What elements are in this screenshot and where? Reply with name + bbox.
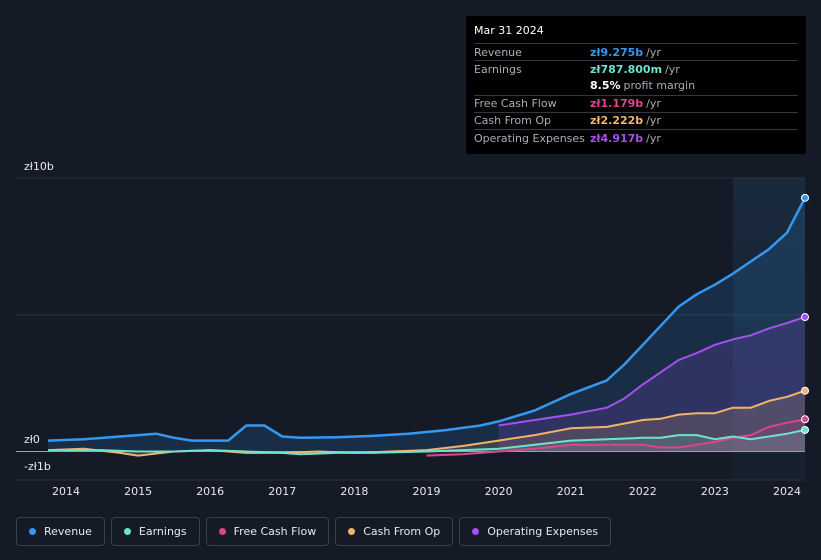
x-tick-label: 2019	[413, 485, 441, 498]
legend: Revenue Earnings Free Cash Flow Cash Fro…	[16, 517, 612, 546]
tooltip-unit: profit margin	[623, 79, 696, 93]
legend-label: Revenue	[44, 525, 92, 538]
x-tick-label: 2020	[485, 485, 513, 498]
legend-label: Free Cash Flow	[233, 525, 317, 538]
tooltip-unit: /yr	[646, 97, 661, 111]
legend-label: Earnings	[138, 525, 187, 538]
legend-item-revenue[interactable]: Revenue	[16, 517, 105, 546]
revenue-line	[47, 197, 807, 442]
legend-dot-icon	[472, 528, 480, 535]
tooltip-unit: /yr	[646, 114, 661, 128]
legend-dot-icon	[123, 528, 131, 535]
tooltip-label: Earnings	[474, 62, 522, 76]
cash-from-op-endpoint-marker[interactable]	[801, 386, 810, 395]
tooltip-row-earnings: Earnings zł787.800m /yr	[474, 60, 798, 77]
y-axis-top-label: zł10b	[24, 160, 54, 173]
tooltip-row-profit-margin: 8.5% profit margin	[474, 77, 798, 94]
operating-expenses-endpoint-marker[interactable]	[801, 313, 810, 322]
x-tick-label: 2017	[268, 485, 296, 498]
x-tick-label: 2021	[557, 485, 585, 498]
free-cash-flow-area	[426, 419, 805, 456]
legend-label: Cash From Op	[363, 525, 441, 538]
x-tick-label: 2015	[124, 485, 152, 498]
legend-item-free-cash-flow[interactable]: Free Cash Flow	[205, 517, 330, 546]
tooltip-unit: /yr	[665, 62, 680, 76]
tooltip: Mar 31 2024 Revenue zł9.275b /yr Earning…	[466, 16, 806, 154]
tooltip-unit: /yr	[646, 131, 661, 145]
x-tick-label: 2016	[196, 485, 224, 498]
operating-expenses-line	[498, 316, 806, 427]
tooltip-unit: /yr	[646, 45, 661, 59]
free-cash-flow-endpoint-marker[interactable]	[801, 415, 810, 424]
tooltip-label: Revenue	[474, 45, 522, 59]
earnings-area	[48, 429, 805, 455]
tooltip-value: zł2.222b	[590, 114, 644, 128]
x-tick-label: 2014	[52, 485, 80, 498]
revenue-endpoint-marker[interactable]	[801, 193, 810, 202]
x-tick-label: 2018	[340, 485, 368, 498]
legend-item-operating-expenses[interactable]: Operating Expenses	[459, 517, 612, 546]
tooltip-label: Free Cash Flow	[474, 97, 557, 111]
legend-item-earnings[interactable]: Earnings	[110, 517, 200, 546]
free-cash-flow-line	[426, 418, 806, 457]
x-tick-label: 2024	[773, 485, 801, 498]
tooltip-row-free-cash-flow: Free Cash Flow zł1.179b /yr	[474, 94, 798, 112]
tooltip-label: Operating Expenses	[474, 131, 585, 145]
legend-dot-icon	[29, 528, 36, 535]
x-tick-label: 2023	[701, 485, 729, 498]
tooltip-row-operating-expenses: Operating Expenses zł4.917b /yr	[474, 128, 798, 146]
revenue-area	[48, 197, 805, 452]
y-axis-bottom-label: -zł1b	[24, 460, 51, 473]
tooltip-value: zł1.179b	[590, 97, 644, 111]
legend-item-cash-from-op[interactable]: Cash From Op	[335, 517, 454, 546]
tooltip-value: 8.5%	[590, 79, 621, 93]
chart-area: 2014 2015 2016 2017 2018 2019 2020 2021 2022 2023…	[16, 177, 810, 498]
y-axis-zero-label: zł0	[24, 433, 40, 446]
legend-label: Operating Expenses	[487, 525, 599, 538]
tooltip-value: zł9.275b	[590, 45, 644, 59]
legend-dot-icon	[218, 528, 226, 535]
legend-dot-icon	[348, 528, 356, 535]
operating-expenses-area	[498, 317, 805, 452]
tooltip-date: Mar 31 2024	[474, 24, 544, 37]
tooltip-row-cash-from-op: Cash From Op zł2.222b /yr	[474, 111, 798, 129]
earnings-line	[48, 428, 806, 456]
tooltip-label: Cash From Op	[474, 114, 552, 128]
tooltip-value: zł4.917b	[590, 131, 644, 145]
earnings-endpoint-marker[interactable]	[801, 425, 810, 434]
tooltip-value: zł787.800m	[590, 62, 663, 76]
x-tick-label: 2022	[629, 485, 657, 498]
tooltip-row-revenue: Revenue zł9.275b /yr	[474, 43, 798, 60]
